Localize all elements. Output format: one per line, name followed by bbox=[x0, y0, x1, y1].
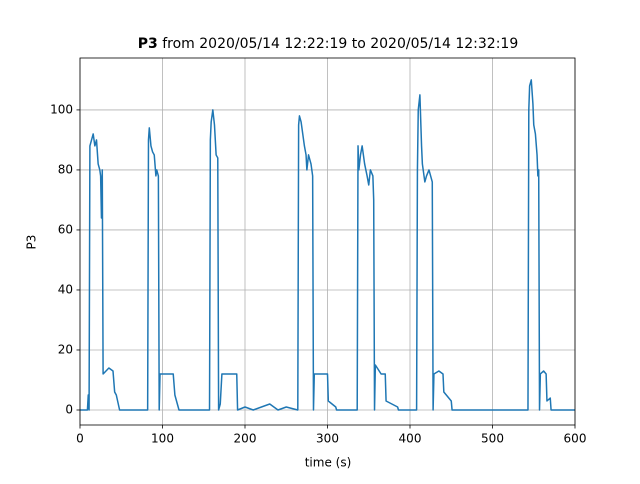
x-tick-label: 200 bbox=[234, 432, 257, 446]
y-tick-label: 20 bbox=[58, 342, 73, 356]
y-tick-label: 60 bbox=[58, 222, 73, 236]
x-tick-label: 400 bbox=[399, 432, 422, 446]
y-axis-label: P3 bbox=[25, 235, 39, 250]
chart-title: P3 from 2020/05/14 12:22:19 to 2020/05/1… bbox=[138, 36, 519, 52]
title-text: from 2020/05/14 12:22:19 to 2020/05/14 1… bbox=[162, 36, 518, 52]
axes-frame bbox=[79, 57, 576, 426]
y-tick-label: 40 bbox=[58, 282, 73, 296]
x-tick-label: 100 bbox=[151, 432, 174, 446]
x-tick-label: 300 bbox=[316, 432, 339, 446]
x-tick-label: 600 bbox=[564, 432, 587, 446]
y-tick-label: 100 bbox=[50, 102, 73, 116]
y-tick-label: 0 bbox=[65, 402, 73, 416]
y-tick-label: 80 bbox=[58, 162, 73, 176]
data-line bbox=[80, 79, 575, 411]
x-tick-label: 0 bbox=[76, 432, 84, 446]
x-tick-label: 500 bbox=[481, 432, 504, 446]
title-bold: P3 bbox=[138, 36, 158, 52]
x-axis-label: time (s) bbox=[305, 456, 352, 470]
